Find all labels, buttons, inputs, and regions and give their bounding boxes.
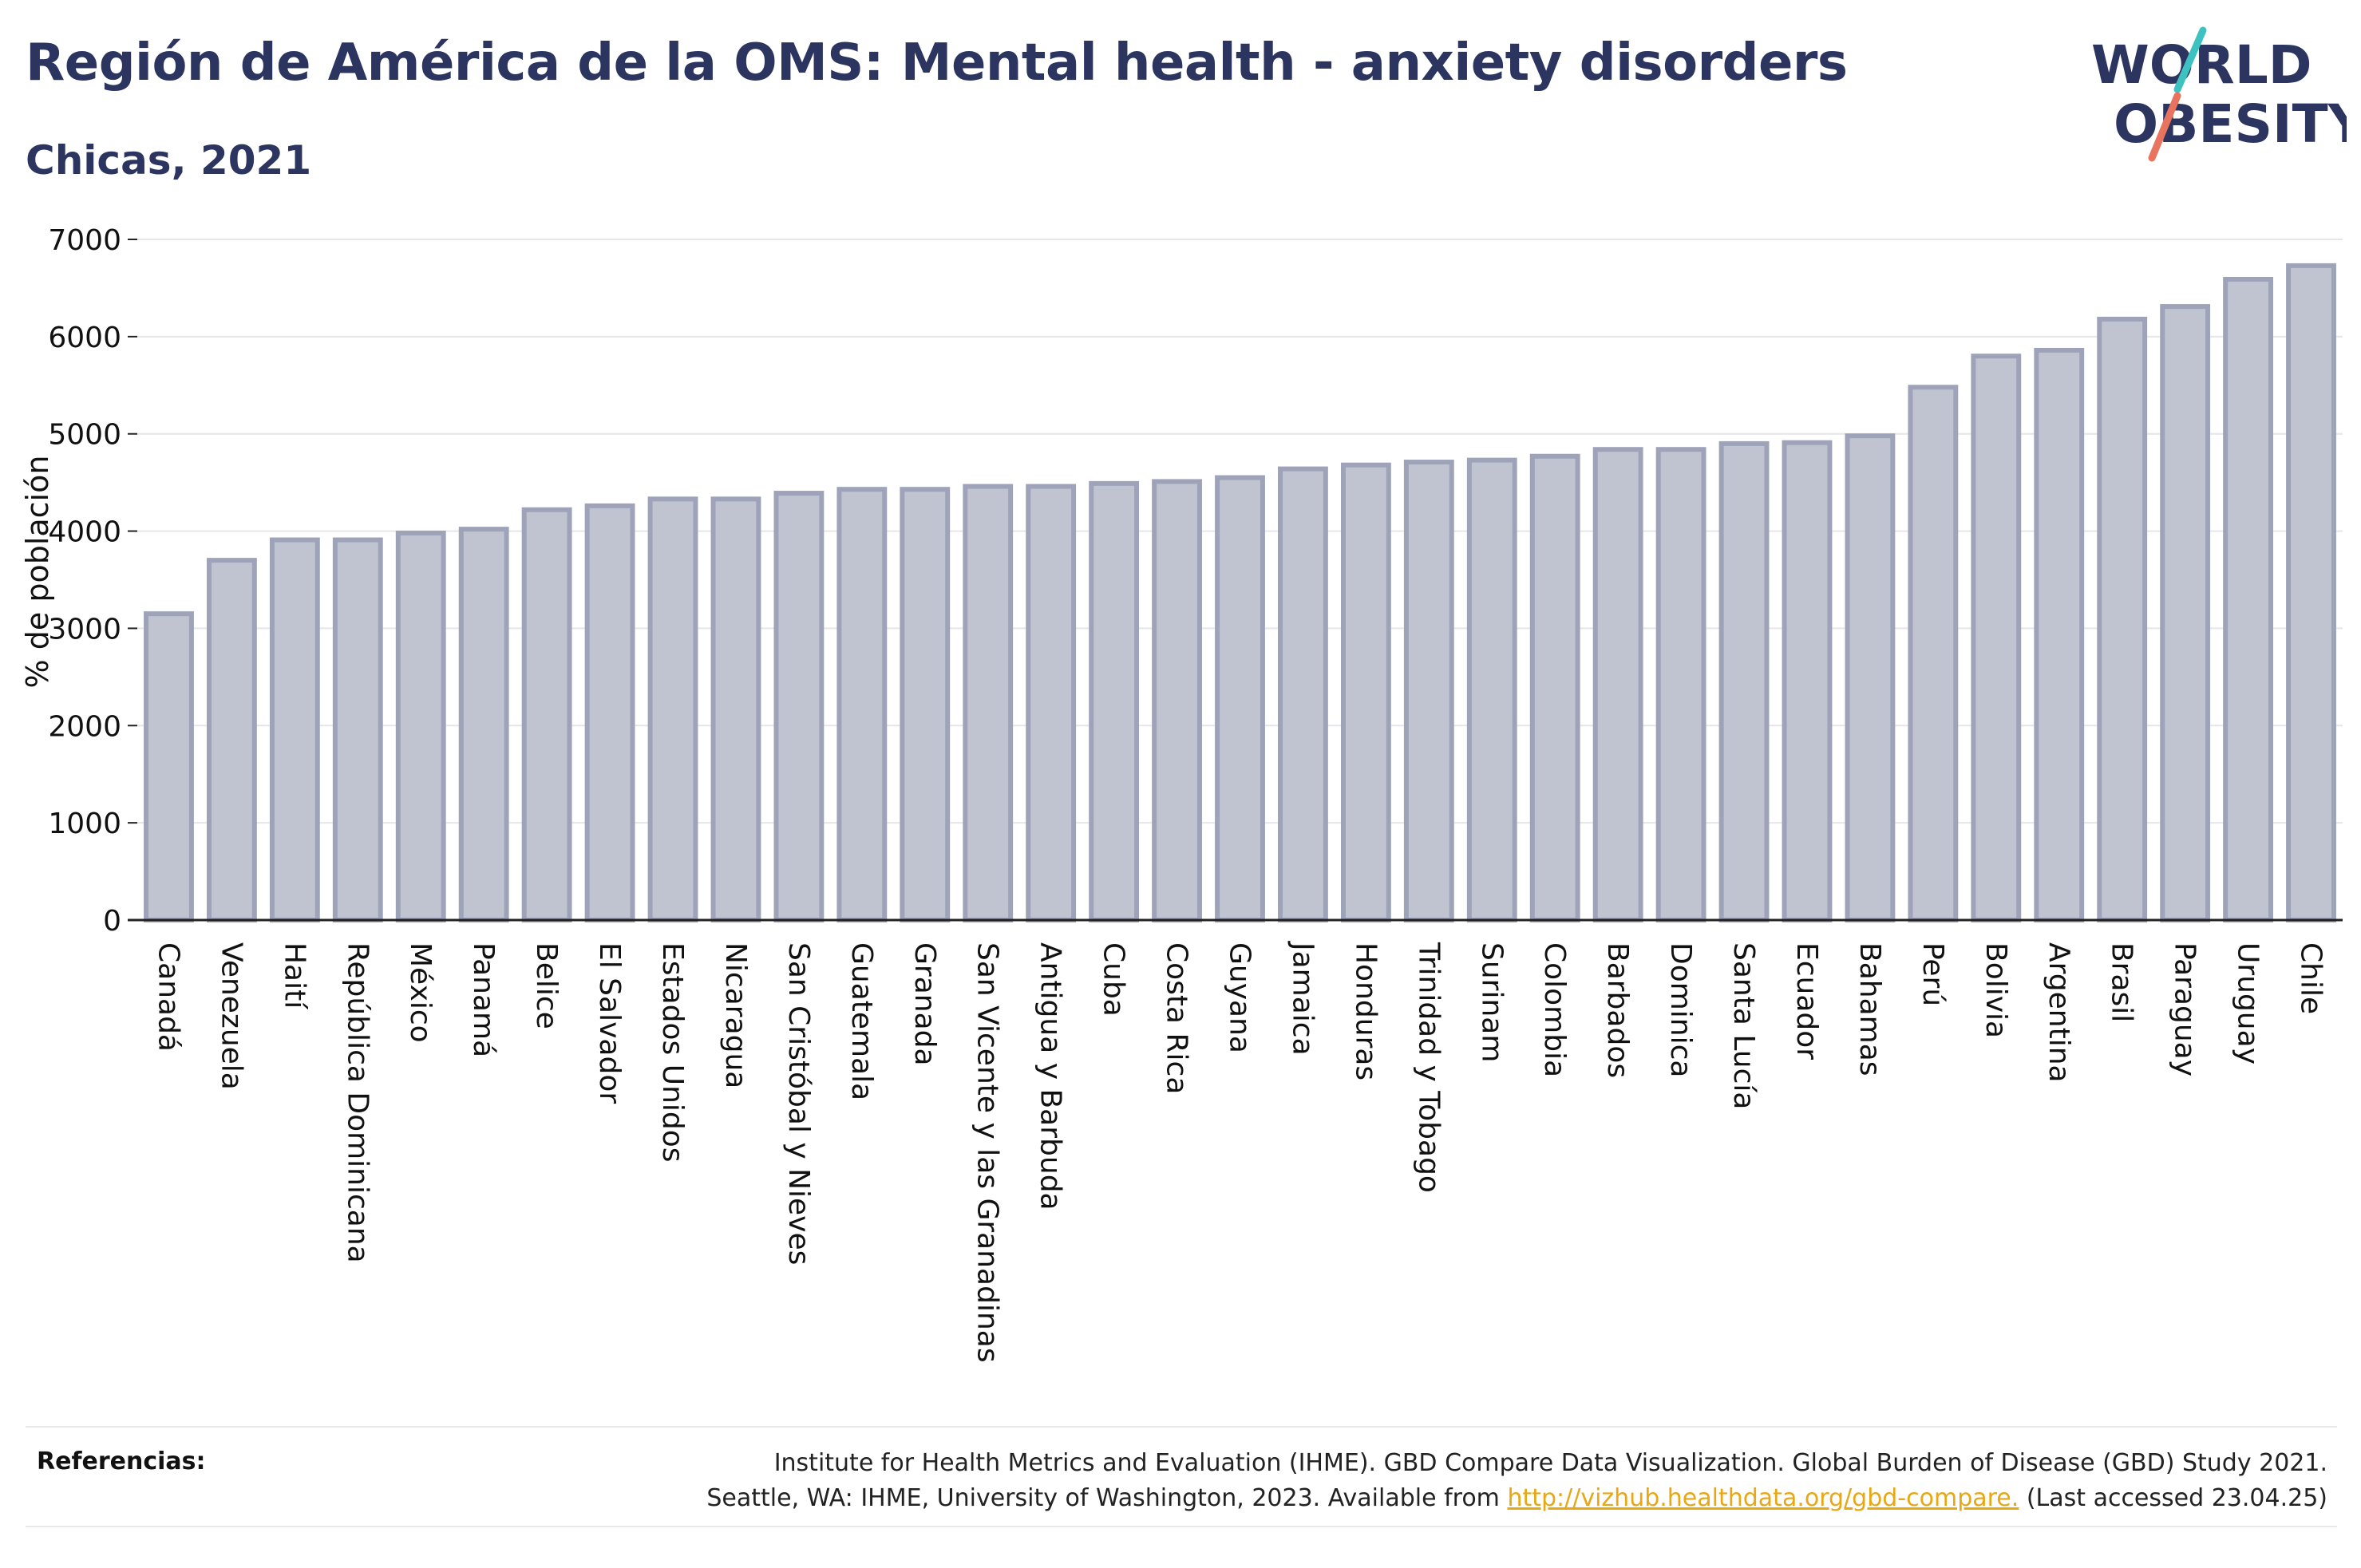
- bars-layer: [144, 263, 2336, 923]
- x-tick-label: Belice: [530, 942, 563, 1029]
- bar-paraguay: [2160, 304, 2211, 922]
- divider-top: [26, 1426, 2337, 1428]
- x-tick-label: Jamaica: [1286, 941, 1319, 1056]
- references-line-2-post: (Last accessed 23.04.25): [2019, 1483, 2327, 1512]
- x-tick-label: Canadá: [152, 942, 184, 1052]
- x-tick-label: Estados Unidos: [656, 942, 689, 1163]
- bar-argentina: [2034, 347, 2085, 923]
- x-tick-label: Chile: [2295, 942, 2327, 1014]
- y-tick-label: 5000: [48, 419, 121, 452]
- x-tick-label: Granada: [908, 942, 941, 1066]
- bar-haití: [269, 537, 320, 922]
- bar-dominica: [1655, 447, 1706, 922]
- bar-panamá: [458, 527, 509, 922]
- bar-bolivia: [1971, 353, 2022, 922]
- logo-slash-coral: [2148, 92, 2181, 162]
- x-tick-label: Barbados: [1601, 942, 1634, 1078]
- y-axis-label: % de población: [20, 456, 55, 689]
- bar-santa-lucía: [1718, 440, 1770, 922]
- bar-brasil: [2097, 316, 2148, 922]
- bar-chart: 0 1000 2000 3000 4000 5000 6000 7000 Canadá Vene…: [20, 224, 2343, 1363]
- x-tick-label: Bolivia: [1979, 942, 2012, 1038]
- x-tick-labels: Canadá Venezuela Haití República Dominicana…: [152, 941, 2327, 1363]
- x-tick-label: Colombia: [1538, 942, 1571, 1077]
- bar-antigua-y-barbuda: [1026, 484, 1077, 922]
- references-link[interactable]: http://vizhub.healthdata.org/gbd-compare…: [1507, 1483, 2019, 1512]
- world-obesity-logo: WORLD OBESITY: [2091, 26, 2347, 162]
- references-line-2-pre: Seattle, WA: IHME, University of Washing…: [706, 1483, 1508, 1512]
- y-tick-label: 2000: [48, 710, 121, 743]
- x-tick-label: El Salvador: [593, 942, 626, 1104]
- bar-perú: [1908, 385, 1959, 923]
- x-tick-label: Ecuador: [1790, 942, 1823, 1060]
- divider-bottom: [26, 1526, 2337, 1527]
- bar-granada: [900, 487, 951, 922]
- references-line-2: Seattle, WA: IHME, University of Washing…: [706, 1481, 2327, 1516]
- bar-jamaica: [1278, 466, 1328, 922]
- y-tick-label: 6000: [48, 322, 121, 354]
- bar-belice: [521, 507, 572, 922]
- bar-uruguay: [2223, 276, 2274, 922]
- bar-guyana: [1215, 475, 1265, 922]
- bar-república-dominicana: [332, 537, 383, 922]
- bar-estados-unidos: [647, 496, 698, 922]
- chart-title: Región de América de la OMS: Mental heal…: [26, 34, 1848, 93]
- x-tick-label: Uruguay: [2232, 942, 2264, 1064]
- y-tick-label: 3000: [48, 613, 121, 646]
- bar-venezuela: [206, 558, 257, 923]
- bar-el-salvador: [584, 503, 635, 922]
- references-text: Institute for Health Metrics and Evaluat…: [706, 1446, 2327, 1515]
- x-tick-label: Paraguay: [2169, 942, 2201, 1076]
- x-tick-label: Santa Lucía: [1727, 942, 1760, 1109]
- bar-surinam: [1466, 457, 1517, 922]
- logo-word-obesity: OBESITY: [2114, 93, 2347, 155]
- bar-trinidad-y-tobago: [1403, 460, 1454, 922]
- chart-subtitle: Chicas, 2021: [26, 137, 312, 184]
- bar-canadá: [144, 611, 194, 923]
- bar-costa-rica: [1152, 479, 1202, 922]
- x-tick-label: Honduras: [1349, 942, 1382, 1080]
- references-label: Referencias:: [37, 1448, 206, 1475]
- bar-honduras: [1340, 462, 1391, 922]
- bar-colombia: [1529, 453, 1580, 922]
- x-tick-label: Argentina: [2043, 942, 2075, 1083]
- x-tick-label: Bahamas: [1853, 942, 1886, 1076]
- x-tick-label: Guyana: [1224, 942, 1256, 1053]
- bar-bahamas: [1845, 433, 1896, 922]
- x-tick-label: San Cristóbal y Nieves: [782, 942, 815, 1265]
- y-tick-label: 1000: [48, 808, 121, 840]
- logo-slash-teal: [2173, 26, 2207, 93]
- y-tick-labels: 0 1000 2000 3000 4000 5000 6000 7000: [48, 224, 121, 938]
- x-tick-label: Trinidad y Tobago: [1412, 942, 1445, 1193]
- x-tick-label: Perú: [1916, 942, 1949, 1006]
- bar-nicaragua: [710, 496, 761, 922]
- x-tick-label: Antigua y Barbuda: [1034, 942, 1067, 1211]
- x-tick-label: Venezuela: [215, 942, 247, 1090]
- x-tick-label: Costa Rica: [1161, 942, 1193, 1094]
- y-tick-label: 4000: [48, 516, 121, 549]
- bar-guatemala: [836, 487, 888, 922]
- bar-ecuador: [1782, 440, 1833, 922]
- x-tick-label: Haití: [278, 942, 310, 1009]
- x-tick-label: San Vicente y las Granadinas: [971, 942, 1004, 1363]
- x-tick-label: Brasil: [2106, 942, 2138, 1022]
- bar-barbados: [1592, 447, 1643, 922]
- bar-san-vicente-y-las-granadinas: [963, 484, 1014, 922]
- x-tick-label: Dominica: [1664, 942, 1697, 1078]
- logo-word-world: WORLD: [2091, 34, 2312, 96]
- references-line-1: Institute for Health Metrics and Evaluat…: [773, 1449, 2327, 1477]
- x-tick-label: Cuba: [1097, 942, 1130, 1017]
- y-tick-label: 0: [103, 905, 121, 938]
- x-tick-label: Surinam: [1475, 942, 1508, 1062]
- bar-cuba: [1089, 480, 1140, 922]
- bar-san-cristóbal-y-nieves: [773, 491, 825, 922]
- x-tick-label: Panamá: [467, 942, 500, 1057]
- x-tick-label: República Dominicana: [341, 942, 374, 1263]
- bar-méxico: [395, 531, 446, 922]
- x-tick-label: Nicaragua: [719, 942, 752, 1088]
- bar-chile: [2286, 263, 2336, 922]
- x-tick-label: México: [404, 942, 437, 1043]
- x-tick-label: Guatemala: [845, 942, 878, 1100]
- y-tick-label: 7000: [48, 224, 121, 257]
